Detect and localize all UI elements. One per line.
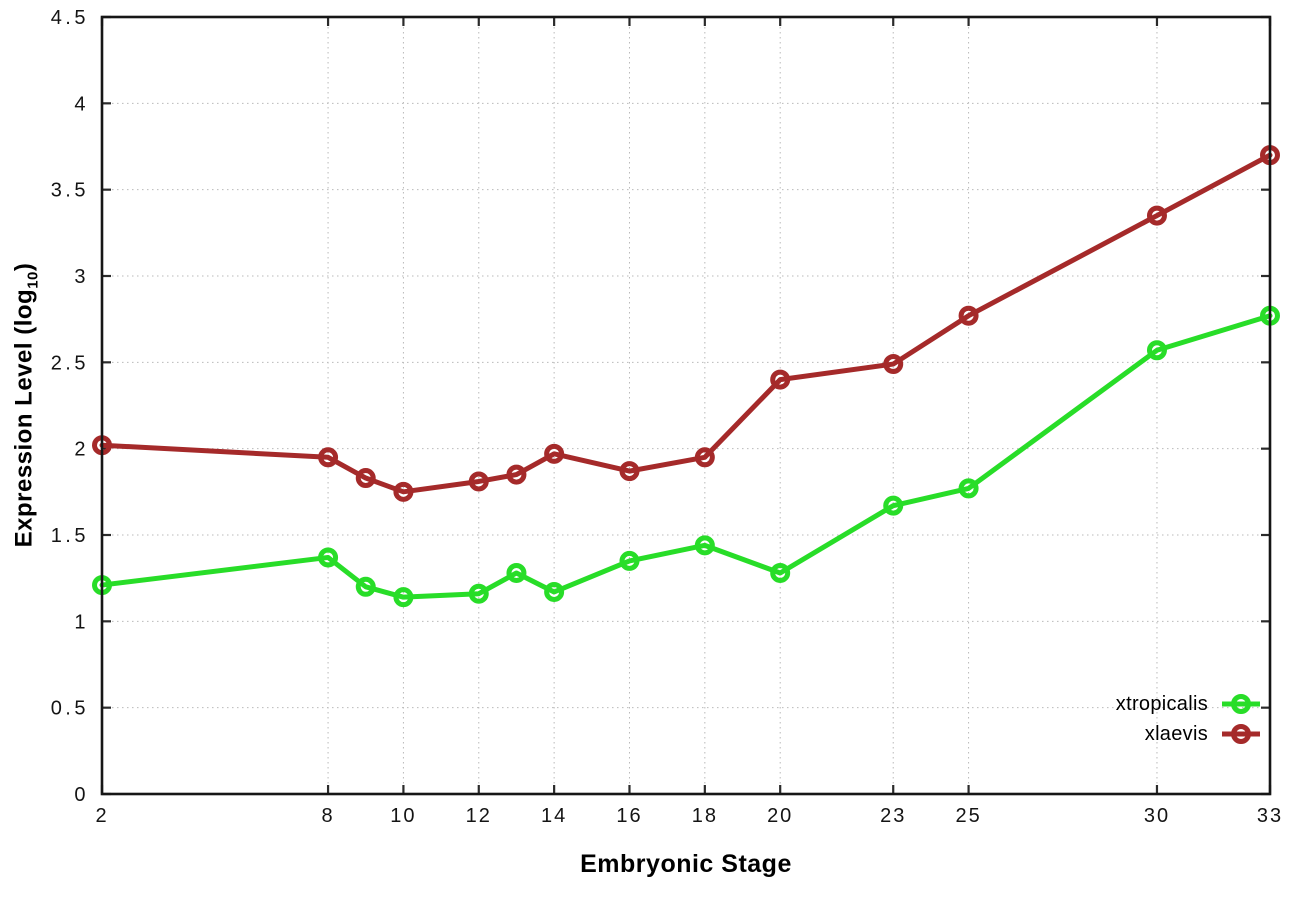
data-point-xlaevis (770, 369, 791, 390)
x-tick-label: 12 (466, 805, 492, 827)
data-point-xtropicalis (694, 535, 715, 556)
legend: xtropicalis xlaevis (1116, 689, 1262, 749)
data-point-xtropicalis (883, 495, 904, 516)
data-point-xtropicalis (393, 587, 414, 608)
y-tick-label: 1.5 (51, 525, 89, 547)
x-tick-label: 25 (955, 805, 981, 827)
x-tick-label: 14 (541, 805, 567, 827)
x-tick-label: 18 (692, 805, 718, 827)
data-point-xtropicalis (468, 583, 489, 604)
data-point-xtropicalis (544, 581, 565, 602)
y-tick-label: 4.5 (51, 7, 89, 29)
y-axis-title-text: Expression Level (log (10, 288, 38, 548)
x-tick-label: 2 (95, 805, 108, 827)
y-axis-title: Expression Level (log10) (11, 263, 42, 548)
legend-label-xtropicalis: xtropicalis (1115, 692, 1208, 715)
legend-marker-xlaevis-icon (1222, 724, 1260, 744)
data-point-xlaevis (393, 481, 414, 502)
data-point-xlaevis (1146, 205, 1167, 226)
y-tick-label: 3 (74, 266, 89, 288)
y-tick-label: 3.5 (51, 180, 89, 202)
legend-marker-xtropicalis-icon (1222, 694, 1260, 714)
data-point-xlaevis (619, 461, 640, 482)
x-tick-label: 20 (767, 805, 793, 827)
x-tick-label: 16 (616, 805, 642, 827)
data-point-xtropicalis (318, 547, 339, 568)
x-axis-title: Embryonic Stage (580, 850, 792, 878)
data-point-xtropicalis (770, 562, 791, 583)
x-tick-label: 8 (322, 805, 335, 827)
y-tick-label: 4 (74, 93, 89, 115)
y-tick-label: 0 (74, 784, 89, 806)
data-point-xlaevis (883, 354, 904, 375)
legend-item-xlaevis: xlaevis (1145, 719, 1262, 749)
y-tick-label: 2 (74, 439, 89, 461)
data-point-xlaevis (506, 464, 527, 485)
x-tick-label: 10 (390, 805, 416, 827)
data-point-xtropicalis (958, 478, 979, 499)
data-point-xlaevis (544, 443, 565, 464)
x-tick-label: 23 (880, 805, 906, 827)
data-point-xtropicalis (619, 550, 640, 571)
data-point-xlaevis (694, 447, 715, 468)
series-line-xlaevis (99, 152, 1273, 495)
data-point-xlaevis (958, 305, 979, 326)
legend-label-xlaevis: xlaevis (1144, 722, 1208, 745)
data-point-xtropicalis (506, 562, 527, 583)
x-tick-label: 33 (1257, 805, 1283, 827)
data-point-xlaevis (355, 468, 376, 489)
data-point-xlaevis (468, 471, 489, 492)
x-tick-label: 30 (1144, 805, 1170, 827)
y-axis-title-close: ) (10, 262, 38, 272)
legend-item-xtropicalis: xtropicalis (1116, 689, 1262, 719)
data-point-xlaevis (318, 447, 339, 468)
y-axis-title-subscript: 10 (24, 271, 42, 289)
plot-border (100, 15, 1272, 796)
y-tick-label: 0.5 (51, 698, 89, 720)
data-point-xtropicalis (355, 576, 376, 597)
y-tick-label: 2.5 (51, 352, 89, 374)
y-tick-label: 1 (74, 611, 89, 633)
data-point-xtropicalis (1146, 340, 1167, 361)
